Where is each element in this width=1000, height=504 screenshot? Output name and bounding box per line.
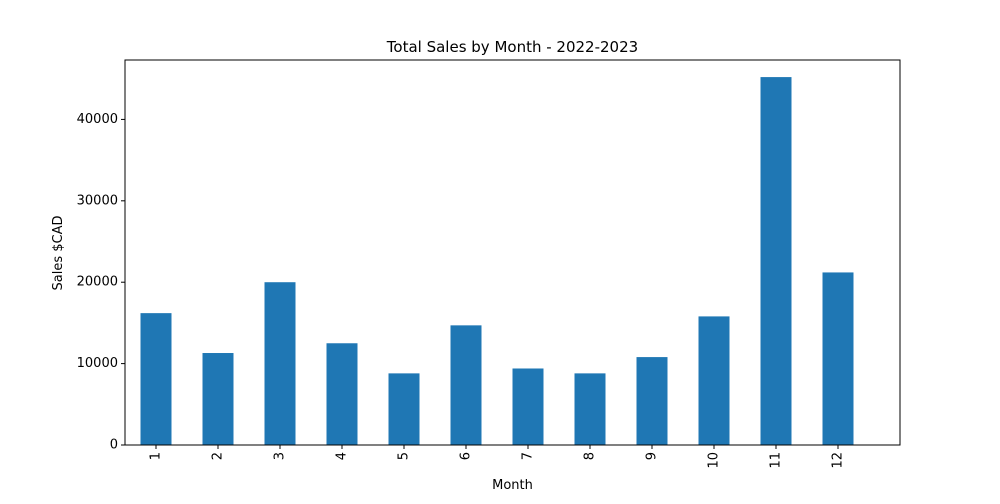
x-tick-label: 5 xyxy=(397,452,412,460)
bar-month-4 xyxy=(326,343,358,445)
y-tick-label: 10000 xyxy=(77,356,118,371)
x-tick-label: 11 xyxy=(769,452,784,469)
x-axis-label: Month xyxy=(492,478,533,493)
bar-month-11 xyxy=(760,77,792,445)
y-tick-label: 30000 xyxy=(77,193,118,208)
bar-month-10 xyxy=(698,316,730,445)
bars-layer xyxy=(140,77,854,445)
bar-month-3 xyxy=(264,282,296,445)
x-tick-label: 12 xyxy=(831,452,846,469)
bar-month-1 xyxy=(140,313,172,445)
y-tick-label: 40000 xyxy=(77,112,118,127)
x-tick-label: 2 xyxy=(211,452,226,460)
x-tick-label: 1 xyxy=(149,452,164,460)
x-tick-label: 10 xyxy=(707,452,722,469)
x-tick-label: 7 xyxy=(521,452,536,460)
x-tick-label: 9 xyxy=(645,452,660,460)
y-tick-label: 20000 xyxy=(77,275,118,290)
plot-frame xyxy=(124,59,901,446)
chart-title: Total Sales by Month - 2022-2023 xyxy=(386,38,638,56)
bar-month-6 xyxy=(450,325,482,445)
bar-month-2 xyxy=(202,353,234,445)
x-tick-label: 8 xyxy=(583,452,598,460)
bar-month-7 xyxy=(512,368,544,445)
bar-month-8 xyxy=(574,373,606,445)
x-tick-label: 6 xyxy=(459,452,474,460)
y-axis-label: Sales $CAD xyxy=(51,216,66,291)
x-tick-label: 3 xyxy=(273,452,288,460)
x-tick-label: 4 xyxy=(335,452,350,460)
bar-month-9 xyxy=(636,357,668,445)
bar-month-12 xyxy=(822,272,854,445)
bar-month-5 xyxy=(388,373,420,445)
y-tick-label: 0 xyxy=(110,438,118,453)
